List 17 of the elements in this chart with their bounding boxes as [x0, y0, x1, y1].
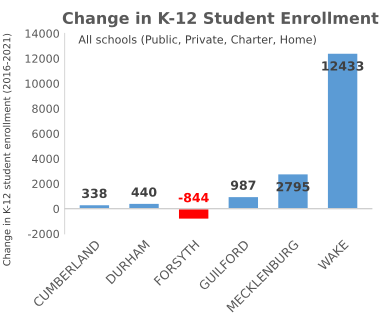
y-axis-title: Change in K-12 student enrollment (2016-2021): [2, 34, 12, 266]
y-tick-label: -2000: [28, 230, 59, 238]
y-tick-label: 6000: [32, 130, 59, 138]
y-tick-label: 2000: [32, 180, 59, 188]
bar: [227, 196, 260, 210]
y-tick-label: 0: [53, 204, 59, 214]
data-label: -844: [178, 192, 209, 202]
chart-subtitle: All schools (Public, Private, Charter, Home): [78, 35, 316, 45]
chart-title: Change in K-12 Student Enrollment: [62, 12, 378, 28]
y-tick-label: 10000: [26, 79, 59, 88]
y-tick-label: 4000: [32, 154, 59, 164]
y-tick-label: 8000: [32, 104, 59, 113]
data-label: 338: [82, 188, 107, 198]
data-label: 440: [132, 187, 156, 197]
y-tick-label: 14000: [26, 29, 59, 38]
y-tick-label: 12000: [26, 54, 59, 63]
data-label: 987: [230, 180, 256, 190]
